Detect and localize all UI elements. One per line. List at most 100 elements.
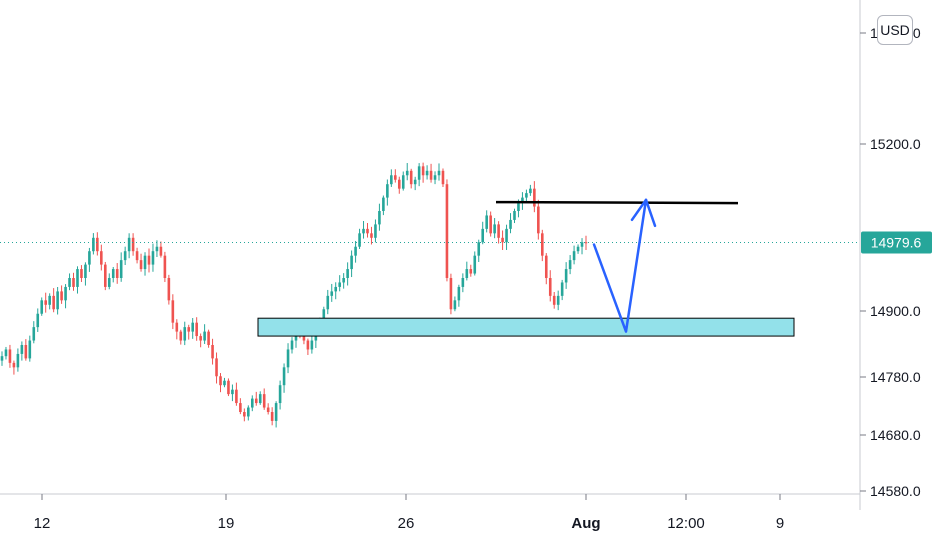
candle-body	[493, 224, 496, 234]
candle-body	[239, 403, 242, 412]
candle-body	[505, 228, 508, 243]
candle-body	[143, 255, 147, 270]
candle-body	[390, 175, 393, 185]
candle-body	[111, 269, 115, 278]
price-scale[interactable]	[860, 0, 932, 550]
candle-body	[103, 264, 107, 287]
candle-body	[556, 295, 560, 305]
candle-body	[68, 278, 71, 287]
x-axis-ticks: 12 19 26 Aug 12:00 9	[34, 494, 784, 532]
candle-body	[179, 331, 183, 341]
candle-body	[386, 184, 389, 198]
candle-body	[203, 331, 206, 341]
candle-body	[215, 358, 218, 377]
y-tick-label: 14900.0	[870, 303, 921, 319]
y-tick-label: 14780.0	[870, 369, 921, 385]
candle-body	[540, 233, 544, 256]
last-price-value: 14979.6	[871, 234, 922, 250]
candle-body	[44, 300, 48, 305]
candle-body	[163, 255, 167, 278]
candle-body	[453, 300, 457, 310]
candle-body	[40, 300, 44, 314]
candle-body	[310, 340, 314, 350]
candle-body	[533, 188, 536, 207]
projection-arrowhead	[630, 198, 657, 228]
candle-body	[20, 345, 24, 354]
candle-body	[56, 291, 59, 310]
x-tick-label: 19	[218, 515, 235, 532]
candle-body	[421, 166, 425, 176]
candle-body	[159, 246, 163, 256]
candle-body	[529, 188, 532, 194]
candle-body	[497, 224, 500, 238]
x-tick-label: 26	[398, 515, 415, 532]
candle-body	[282, 367, 286, 386]
candle-body	[207, 331, 210, 345]
candle-body	[286, 349, 290, 368]
last-price-bg	[861, 231, 932, 254]
candle-body	[92, 237, 95, 252]
candle-body	[326, 295, 330, 310]
candle-body	[123, 251, 127, 261]
candle-body	[358, 233, 361, 247]
candle-body	[425, 170, 429, 176]
candle-body	[0, 356, 4, 361]
x-tick-label: 9	[776, 515, 784, 532]
candle-body	[584, 242, 588, 244]
x-tick-label: Aug	[571, 515, 600, 532]
candle-body	[235, 389, 238, 404]
resistance-line	[495, 200, 739, 205]
candle-body	[552, 295, 556, 305]
candle-body	[302, 336, 306, 341]
candle-body	[525, 193, 528, 198]
candle-body	[48, 295, 51, 305]
candle-body	[433, 175, 437, 180]
candle-body	[155, 246, 159, 252]
candle-body	[254, 398, 258, 404]
candle-body	[429, 170, 433, 180]
candle-body	[489, 215, 492, 234]
candle-body	[211, 345, 214, 359]
candle-body	[278, 385, 282, 404]
candle-body	[517, 202, 520, 211]
candle-body	[227, 380, 230, 395]
candle-body	[171, 300, 175, 323]
candle-body	[135, 251, 139, 261]
candle-body	[12, 362, 16, 368]
candle-body	[417, 166, 421, 180]
candle-body	[437, 170, 441, 176]
candle-body	[290, 340, 294, 350]
candle-body	[187, 327, 191, 332]
candle-body	[72, 278, 75, 287]
candle-body	[4, 349, 8, 357]
candle-body	[537, 206, 540, 234]
candle-body	[473, 255, 477, 274]
candle-body	[250, 398, 254, 408]
candle-body	[60, 291, 63, 301]
annotations-layer	[0, 198, 860, 337]
candle-body	[366, 228, 369, 234]
candle-body	[401, 175, 405, 189]
candle-body	[28, 340, 32, 359]
currency-button[interactable]: USD	[877, 15, 913, 45]
last-price-label: 14979.6	[861, 231, 932, 254]
candle-body	[131, 237, 135, 252]
candle-body	[258, 394, 262, 404]
candle-body	[76, 269, 79, 287]
candle-body	[346, 269, 349, 278]
candle-body	[96, 237, 99, 252]
candle-body	[119, 260, 123, 278]
candle-body	[243, 412, 246, 417]
y-tick-label: 15200.0	[870, 136, 921, 152]
candle-body	[413, 179, 417, 185]
candle-body	[485, 215, 488, 229]
candle-body	[127, 237, 131, 252]
candle-body	[115, 269, 119, 278]
candle-body	[564, 269, 568, 283]
candle-body	[342, 278, 345, 283]
candle-body	[151, 251, 155, 265]
candle-body	[409, 170, 413, 185]
candle-body	[262, 394, 266, 408]
